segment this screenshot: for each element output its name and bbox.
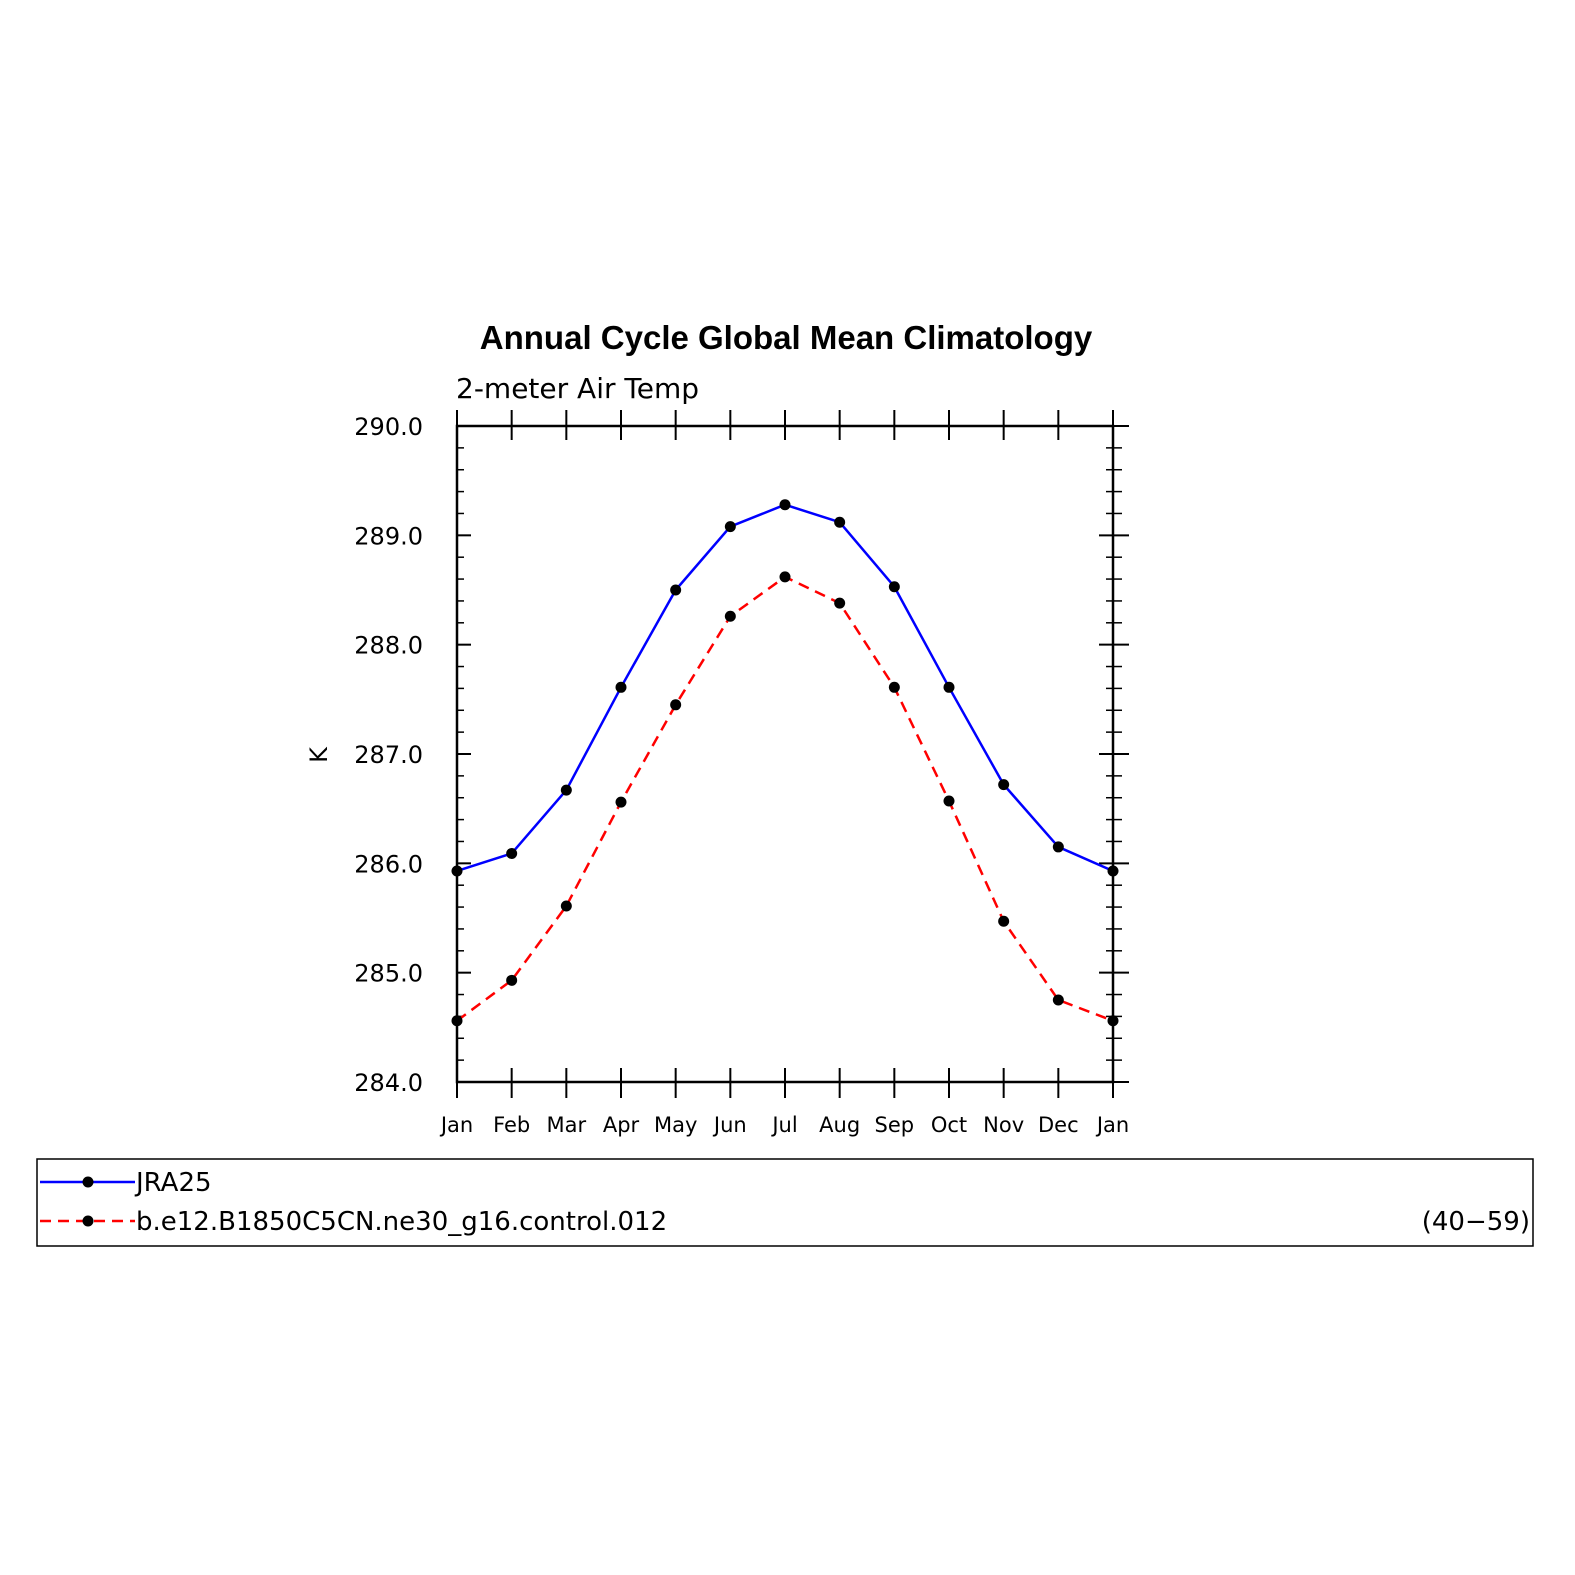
series-2-point bbox=[1107, 1015, 1119, 1027]
x-tick-label: Nov bbox=[983, 1113, 1024, 1137]
series-1-point bbox=[506, 847, 518, 859]
x-tick-label: Sep bbox=[875, 1113, 915, 1137]
y-axis-label: K bbox=[305, 746, 333, 763]
series-2-point bbox=[506, 974, 518, 986]
chart-subtitle: 2-meter Air Temp bbox=[456, 372, 699, 405]
series-1-point bbox=[834, 516, 846, 528]
x-tick-label: Feb bbox=[493, 1113, 530, 1137]
plot-frame bbox=[455, 424, 1115, 1084]
series-2-point bbox=[615, 796, 627, 808]
y-tick-label: 288.0 bbox=[354, 632, 423, 660]
series-1-point bbox=[888, 581, 900, 593]
series-1-point bbox=[670, 584, 682, 596]
legend-note-2: (40−59) bbox=[1422, 1207, 1530, 1237]
series-2-point bbox=[451, 1015, 463, 1027]
series-2-point bbox=[724, 610, 736, 622]
series-2-point bbox=[888, 681, 900, 693]
series-1-point bbox=[943, 681, 955, 693]
x-tick-label: Oct bbox=[931, 1113, 967, 1137]
legend-box bbox=[36, 1158, 1534, 1247]
legend-entries: JRA25 b.e12.B1850C5CN.ne30_g16.control.01… bbox=[40, 1168, 1530, 1237]
series-1-point bbox=[779, 499, 791, 511]
series-2-point bbox=[670, 699, 682, 711]
series-1-point bbox=[451, 865, 463, 877]
series-2-point bbox=[834, 597, 846, 609]
legend-marker-1 bbox=[82, 1176, 94, 1188]
series-2-point bbox=[998, 915, 1010, 927]
x-tick-label: Jan bbox=[439, 1113, 473, 1137]
y-tick-label: 284.0 bbox=[354, 1069, 423, 1097]
series-1-point bbox=[1052, 841, 1064, 853]
series-2-point bbox=[779, 571, 791, 583]
x-tick-label: Jan bbox=[1095, 1113, 1129, 1137]
plot-area: 284.0 285.0 286.0 287.0 288.0 289.0 290.0 Jan Fe… bbox=[354, 410, 1129, 1137]
y-tick-label: 285.0 bbox=[354, 960, 423, 988]
x-tick-label: Jul bbox=[770, 1113, 797, 1137]
x-tick-label: Dec bbox=[1038, 1113, 1079, 1137]
legend-marker-2 bbox=[82, 1215, 94, 1227]
legend: JRA25 b.e12.B1850C5CN.ne30_g16.control.01… bbox=[36, 1158, 1534, 1247]
legend-label-2: b.e12.B1850C5CN.ne30_g16.control.012 bbox=[136, 1207, 667, 1237]
series-2-point bbox=[560, 900, 572, 912]
series-1-point bbox=[560, 784, 572, 796]
y-tick-label: 286.0 bbox=[354, 850, 423, 878]
legend-label-1: JRA25 bbox=[134, 1168, 212, 1198]
series-1-point bbox=[998, 779, 1010, 791]
x-tick-label: Jun bbox=[712, 1113, 747, 1137]
y-tick-label: 290.0 bbox=[354, 413, 423, 441]
x-tick-label: Aug bbox=[819, 1113, 860, 1137]
x-tick-label: Mar bbox=[547, 1113, 587, 1137]
y-tick-label: 287.0 bbox=[354, 741, 423, 769]
series-2-point bbox=[943, 795, 955, 807]
chart-title: Annual Cycle Global Mean Climatology bbox=[480, 319, 1093, 356]
series-1-point bbox=[1107, 865, 1119, 877]
series-1-point bbox=[615, 681, 627, 693]
series-2-point bbox=[1052, 994, 1064, 1006]
series-line-1 bbox=[456, 503, 1114, 873]
series-1-point bbox=[724, 521, 736, 533]
x-tick-label: May bbox=[654, 1113, 697, 1137]
y-tick-label: 289.0 bbox=[354, 522, 423, 550]
x-tick-label: Apr bbox=[603, 1113, 640, 1137]
